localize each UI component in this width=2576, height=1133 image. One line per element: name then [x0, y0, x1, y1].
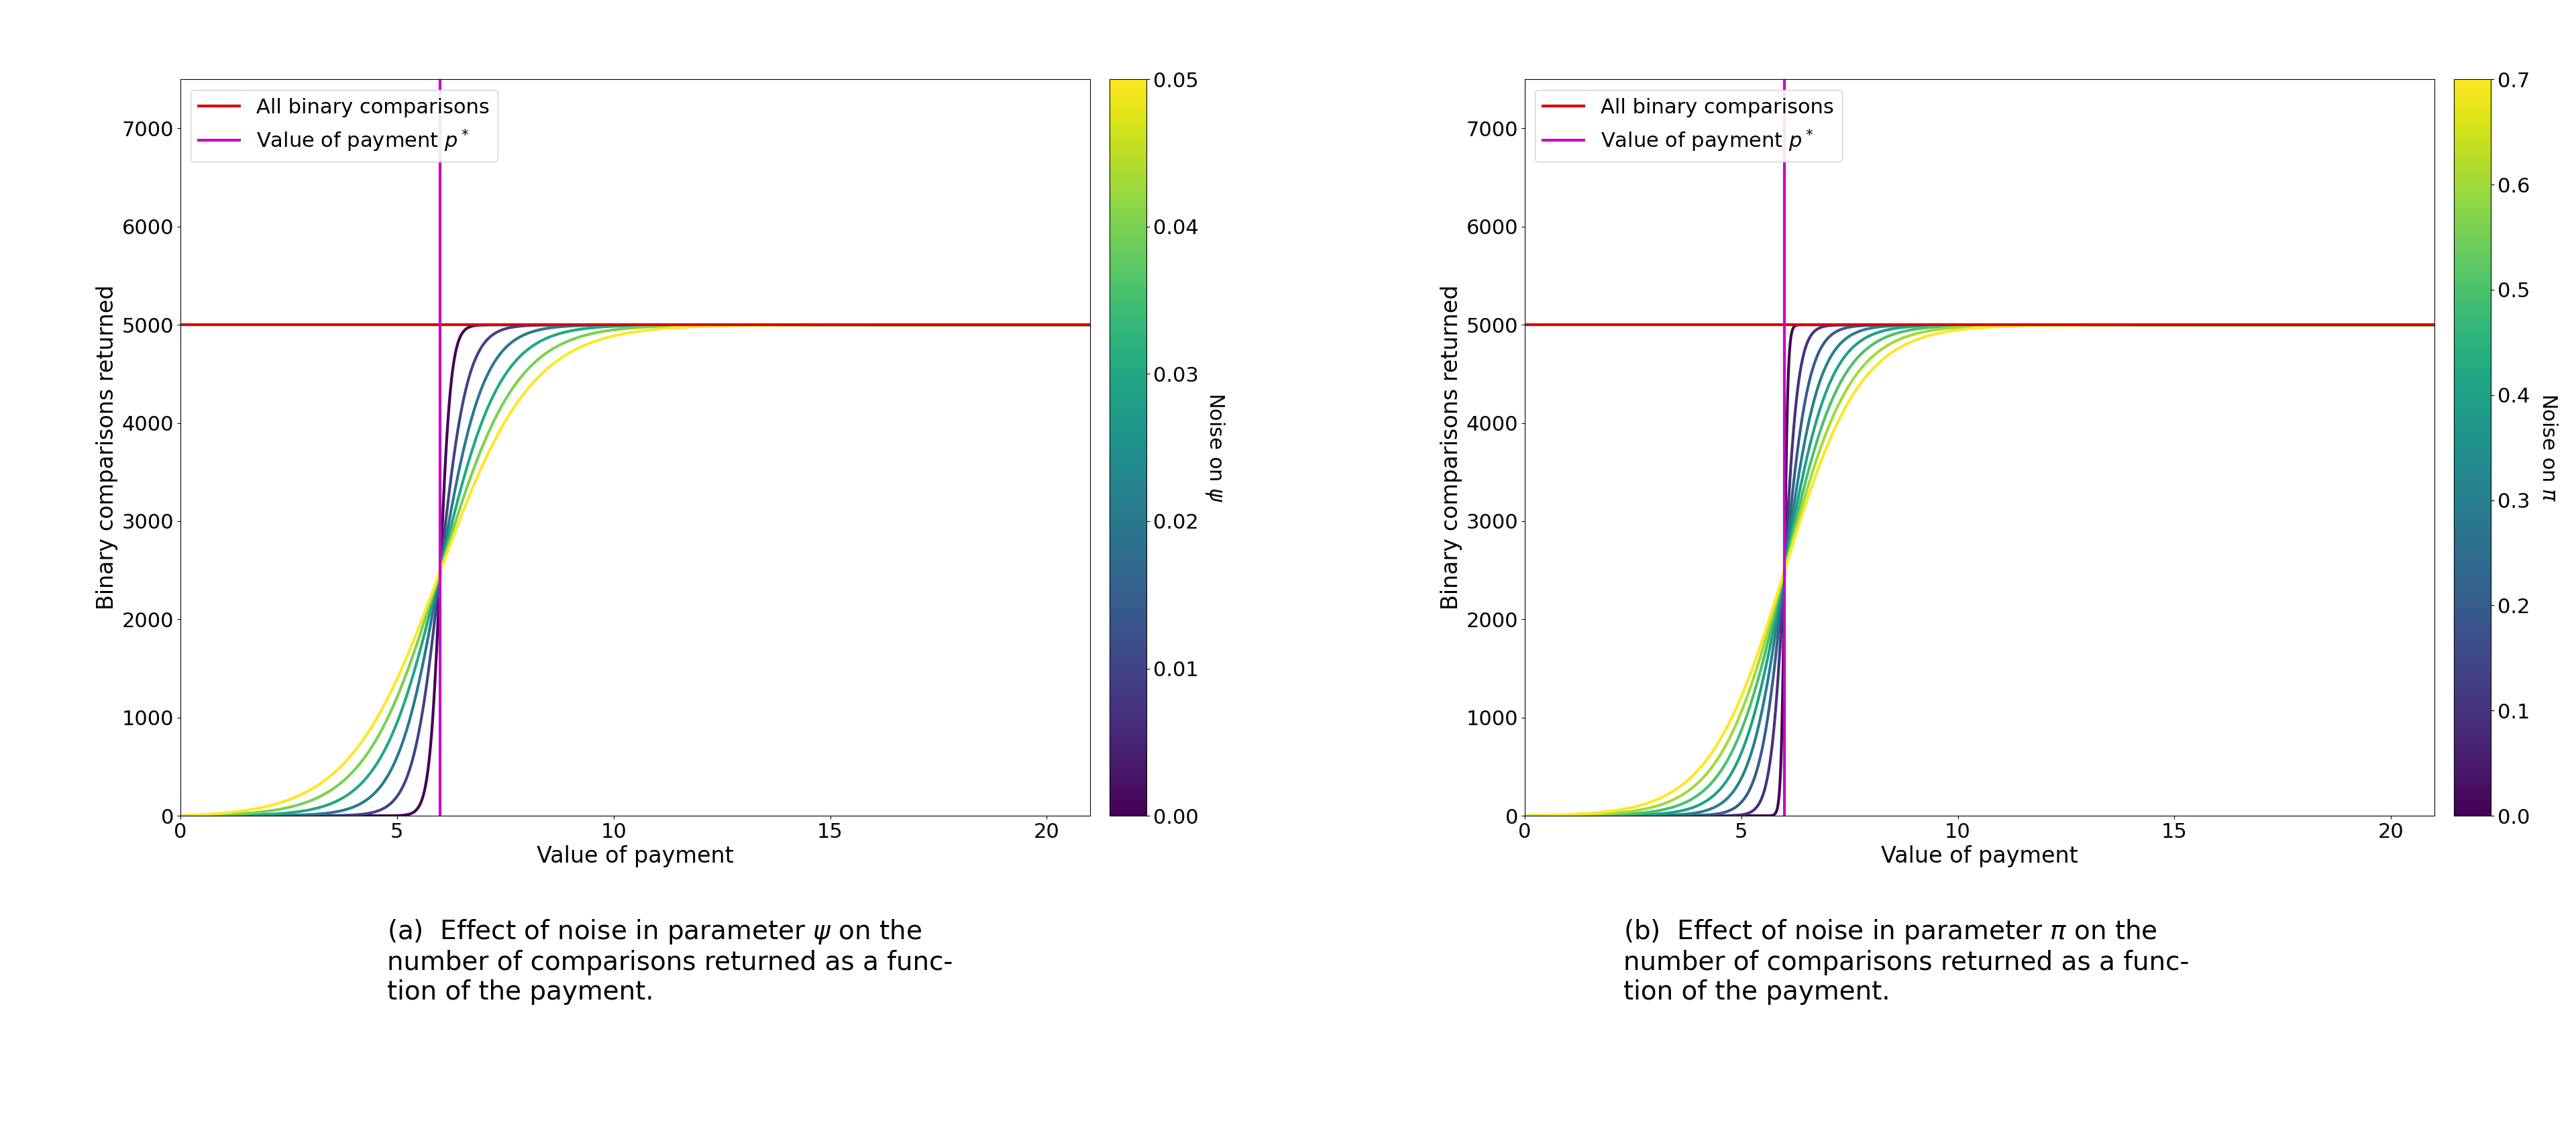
Legend: All binary comparisons, Value of payment $p^*$: All binary comparisons, Value of payment… [1535, 90, 1842, 162]
Y-axis label: Noise on $\pi$: Noise on $\pi$ [2537, 393, 2558, 502]
Value of payment $p^*$ [425, 809, 456, 823]
X-axis label: Value of payment: Value of payment [1880, 845, 2079, 868]
All binary comparisons [165, 318, 196, 332]
Value of payment $p^*$ [425, 809, 456, 823]
Text: (b)  Effect of noise in parameter $\pi$ on the
number of comparisons returned as: (b) Effect of noise in parameter $\pi$ o… [1623, 918, 2190, 1005]
Y-axis label: Binary comparisons returned: Binary comparisons returned [1440, 286, 1463, 610]
Y-axis label: Noise on $\psi$: Noise on $\psi$ [1203, 392, 1226, 503]
Legend: All binary comparisons, Value of payment $p^*$: All binary comparisons, Value of payment… [191, 90, 497, 162]
Text: (a)  Effect of noise in parameter $\psi$ on the
number of comparisons returned a: (a) Effect of noise in parameter $\psi$ … [386, 918, 953, 1005]
X-axis label: Value of payment: Value of payment [536, 845, 734, 868]
All binary comparisons [209, 318, 240, 332]
Y-axis label: Binary comparisons returned: Binary comparisons returned [95, 286, 118, 610]
